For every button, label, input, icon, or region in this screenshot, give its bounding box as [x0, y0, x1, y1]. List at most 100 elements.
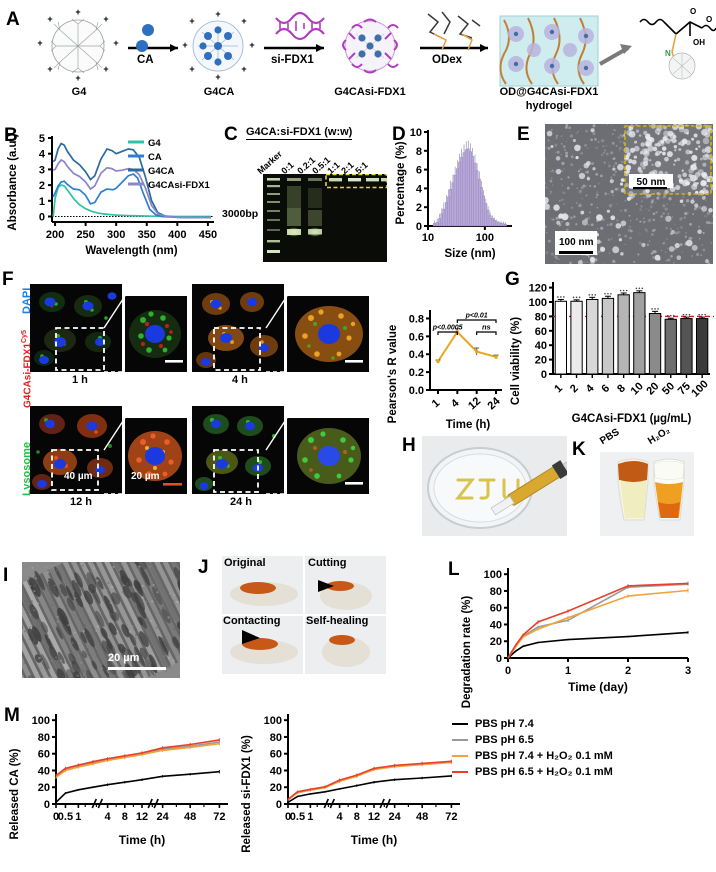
panel-m-label: M [4, 705, 20, 726]
svg-text:100: 100 [264, 715, 282, 727]
panel-f-pearson-chart: 0.0 0.2 0.4 0.6 0.8 1 4 12 24 p<0.0005 p<0.01 ns Tim… [378, 272, 508, 437]
svg-text:24: 24 [157, 811, 170, 823]
svg-text:6: 6 [599, 382, 612, 395]
svg-text:80: 80 [270, 732, 282, 744]
svg-text:Time (day): Time (day) [568, 680, 628, 694]
svg-text:8: 8 [615, 382, 628, 395]
svg-text:CA: CA [148, 152, 162, 163]
panel-j-photo-grid [222, 556, 386, 674]
panel-b-label: B [4, 125, 18, 146]
svg-text:3: 3 [685, 665, 691, 677]
svg-text:48: 48 [416, 811, 428, 823]
svg-text:50 nm: 50 nm [637, 177, 666, 188]
svg-text:250: 250 [76, 229, 94, 241]
legend-swatch-icon [452, 754, 468, 758]
svg-text:+: + [47, 64, 52, 74]
svg-text:8: 8 [122, 811, 128, 823]
svg-text:20: 20 [270, 782, 282, 794]
svg-text:1: 1 [39, 196, 45, 208]
svg-text:80: 80 [490, 586, 502, 598]
svg-text:+: + [103, 64, 108, 74]
legend-label: PBS pH 6.5 + H₂O₂ 0.1 mM [475, 766, 613, 778]
panel-i: I 20 µm [0, 552, 190, 692]
panel-c-lane-label: Marker [255, 148, 284, 176]
panel-f-timepoint-1h: 1 h [72, 374, 88, 386]
panel-h-label: H [402, 435, 416, 456]
svg-text:0.0: 0.0 [409, 385, 424, 397]
svg-text:+: + [249, 40, 254, 50]
odex-polymer-icon [427, 11, 481, 51]
svg-text:100: 100 [689, 378, 710, 399]
svg-text:+: + [182, 40, 187, 50]
svg-text:+: + [241, 64, 246, 74]
svg-text:0: 0 [505, 665, 511, 677]
svg-text:60: 60 [535, 326, 547, 338]
svg-text:40: 40 [38, 765, 50, 777]
arrow-ca [128, 44, 178, 52]
svg-text:1: 1 [75, 811, 81, 823]
svg-text:60: 60 [270, 749, 282, 761]
panel-a-caption-g4ca: G4CA [203, 86, 235, 98]
svg-text:Time (h): Time (h) [446, 419, 491, 431]
svg-text:+: + [241, 16, 246, 26]
svg-text:0.5: 0.5 [58, 811, 73, 823]
panel-f-label: F [2, 269, 14, 290]
svg-text:1: 1 [552, 382, 565, 395]
svg-text:Released si-FDX1 (%): Released si-FDX1 (%) [241, 735, 253, 853]
svg-text:3: 3 [39, 164, 45, 176]
svg-text:5: 5 [39, 133, 45, 145]
legend-label: PBS pH 6.5 [475, 734, 534, 746]
panel-k-label: K [572, 439, 586, 460]
svg-text:0: 0 [53, 811, 59, 823]
ca-molecule-icon [136, 24, 154, 52]
panel-j-frame-original: Original [224, 557, 266, 569]
sirna-helix-icon [275, 11, 325, 41]
panel-m-legend-item: PBS pH 7.4 [452, 718, 716, 730]
svg-text:+: + [189, 64, 194, 74]
svg-text:100: 100 [476, 232, 494, 244]
svg-text:p<0.01: p<0.01 [465, 313, 488, 320]
svg-text:Size (nm): Size (nm) [444, 248, 495, 260]
svg-text:300: 300 [107, 229, 125, 241]
panel-c-gel-image [263, 174, 387, 262]
svg-text:+: + [75, 7, 80, 17]
svg-text:2: 2 [416, 202, 422, 214]
svg-text:0: 0 [285, 811, 291, 823]
legend-label: PBS pH 7.4 [475, 718, 534, 730]
panel-k: K PBS H₂O₂ [570, 425, 716, 547]
svg-text:Degradation rate (%): Degradation rate (%) [461, 596, 473, 709]
svg-text:450: 450 [199, 229, 217, 241]
svg-text:0: 0 [276, 799, 282, 811]
panel-m-legend-item: PBS pH 7.4 + H₂O₂ 0.1 mM [452, 750, 716, 762]
svg-text:0.5: 0.5 [290, 811, 305, 823]
svg-text:8: 8 [354, 811, 360, 823]
panel-c-label: C [224, 124, 238, 145]
svg-text:Absorbance (a.u.): Absorbance (a.u.) [7, 133, 19, 230]
svg-text:350: 350 [138, 229, 156, 241]
panel-f-image-1h-overview [30, 284, 122, 372]
svg-text:72: 72 [445, 811, 457, 823]
panel-f-image-24h-zoom [287, 418, 369, 494]
svg-text:+: + [113, 38, 118, 48]
svg-text:120: 120 [529, 283, 547, 295]
svg-text:Time (h): Time (h) [351, 833, 397, 847]
svg-text:OH: OH [693, 38, 705, 47]
svg-text:4: 4 [105, 811, 112, 823]
svg-text:12: 12 [368, 811, 380, 823]
svg-text:100: 100 [529, 297, 547, 309]
svg-text:G4CAsi-FDX1 (µg/mL): G4CAsi-FDX1 (µg/mL) [572, 413, 692, 425]
svg-text:G4CA: G4CA [148, 166, 175, 177]
panel-c-lane-labels: Marker 0:1 0.2:1 0.5:1 1:1 2:1 5:1 [222, 142, 390, 176]
svg-text:4: 4 [337, 811, 344, 823]
svg-text:12: 12 [136, 811, 148, 823]
svg-text:+: + [215, 9, 220, 19]
g4-dendrimer-icon: + + + + + + + + [37, 7, 118, 83]
panel-a: A + + + + + + + + [0, 0, 716, 118]
panel-d-label: D [392, 124, 406, 145]
panel-m-legend-item: PBS pH 6.5 [452, 734, 716, 746]
panel-b: B 0 1 2 3 4 5 200 250 300 350 400 450 G4 CA G4CA G4CAsi… [0, 118, 222, 266]
svg-text:+: + [47, 14, 52, 24]
svg-text:60: 60 [490, 603, 502, 615]
svg-text:+: + [103, 14, 108, 24]
svg-text:+: + [215, 72, 220, 82]
